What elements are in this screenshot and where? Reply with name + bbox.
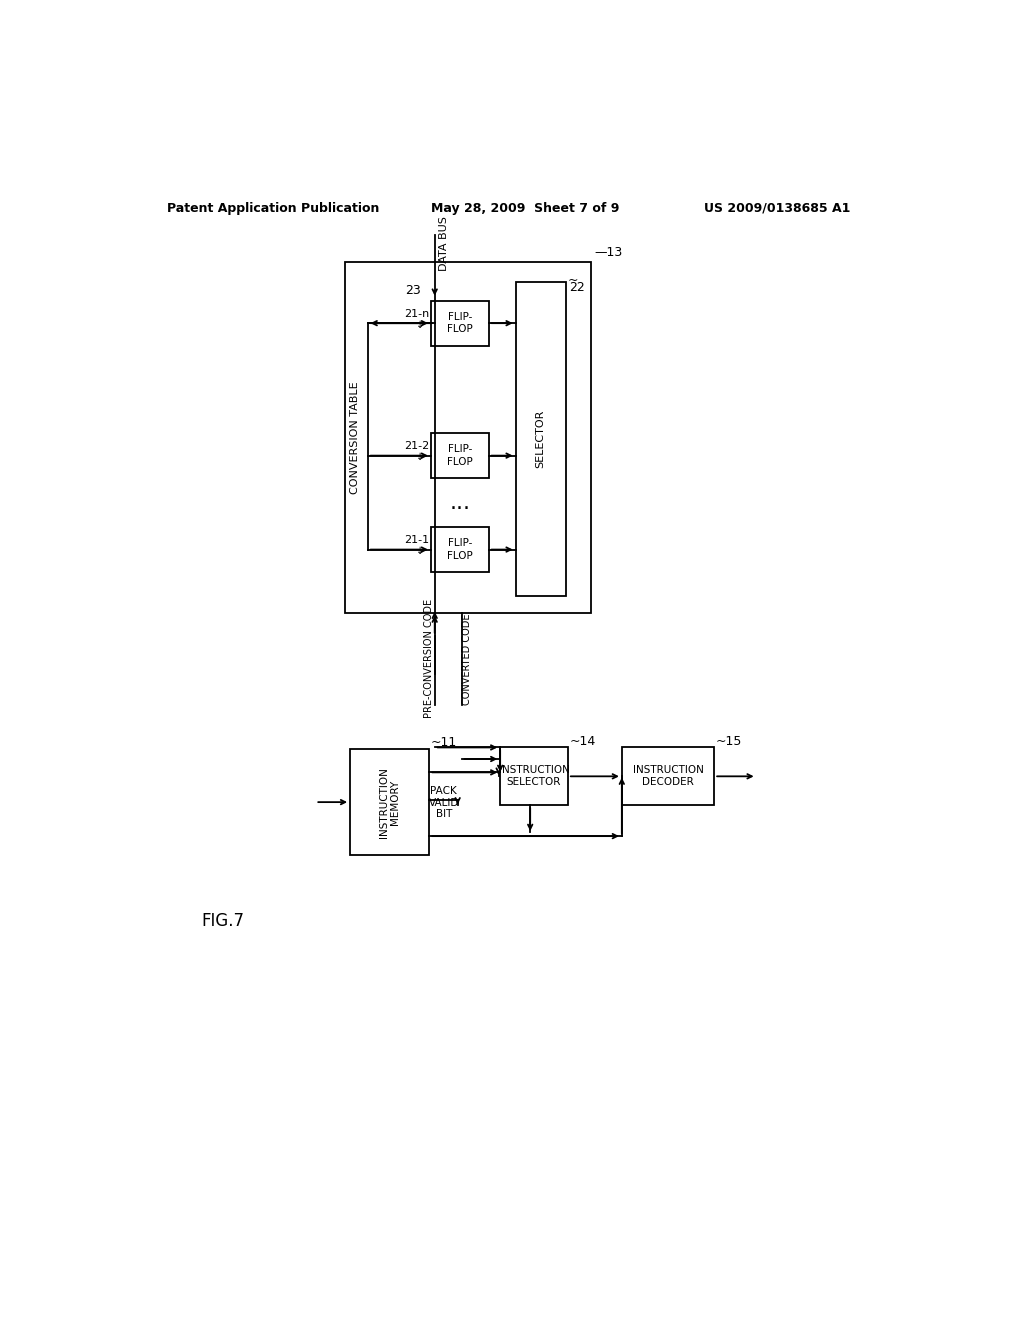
Bar [345, 263, 591, 612]
Text: 22: 22 [568, 281, 585, 294]
Bar [350, 748, 429, 855]
Bar [431, 527, 488, 572]
Text: Patent Application Publication: Patent Application Publication [167, 202, 379, 215]
Bar [622, 747, 714, 805]
Text: INSTRUCTION: INSTRUCTION [633, 766, 703, 775]
Text: ↓: ↓ [416, 319, 424, 330]
Text: ...: ... [450, 492, 470, 512]
Bar [515, 281, 565, 595]
Text: ~11: ~11 [431, 737, 457, 750]
Text: ~15: ~15 [716, 735, 742, 748]
Text: US 2009/0138685 A1: US 2009/0138685 A1 [705, 202, 851, 215]
Bar [500, 747, 568, 805]
Text: SELECTOR: SELECTOR [507, 777, 561, 788]
Text: FLIP-: FLIP- [447, 445, 472, 454]
Text: May 28, 2009  Sheet 7 of 9: May 28, 2009 Sheet 7 of 9 [431, 202, 618, 215]
Text: 21-n: 21-n [404, 309, 430, 319]
Text: SELECTOR: SELECTOR [536, 409, 546, 467]
Text: FIG.7: FIG.7 [202, 912, 245, 929]
Text: FLIP-: FLIP- [447, 539, 472, 548]
Text: ↓: ↓ [416, 453, 424, 462]
Text: FLIP-: FLIP- [447, 312, 472, 322]
Text: DATA BUS: DATA BUS [439, 215, 449, 271]
Text: INSTRUCTION
MEMORY: INSTRUCTION MEMORY [379, 767, 400, 838]
Text: ~: ~ [567, 273, 578, 286]
Text: 21-2: 21-2 [404, 441, 430, 451]
Text: 21-1: 21-1 [404, 536, 429, 545]
Text: INSTRUCTION: INSTRUCTION [499, 766, 569, 775]
Bar [431, 433, 488, 478]
Text: FLOP: FLOP [446, 550, 473, 561]
Text: CONVERTED CODE: CONVERTED CODE [462, 614, 472, 705]
Text: PRE-CONVERSION CODE: PRE-CONVERSION CODE [424, 599, 434, 718]
Text: FLOP: FLOP [446, 325, 473, 334]
Bar [431, 301, 488, 346]
Text: ↓: ↓ [416, 546, 424, 556]
Text: 23: 23 [406, 284, 421, 297]
Text: CONVERSION TABLE: CONVERSION TABLE [349, 381, 359, 494]
Text: FLOP: FLOP [446, 457, 473, 467]
Text: DECODER: DECODER [642, 777, 694, 788]
Text: —13: —13 [595, 246, 624, 259]
Text: PACK
VALID
BIT: PACK VALID BIT [429, 785, 459, 820]
Text: ~14: ~14 [569, 735, 596, 748]
